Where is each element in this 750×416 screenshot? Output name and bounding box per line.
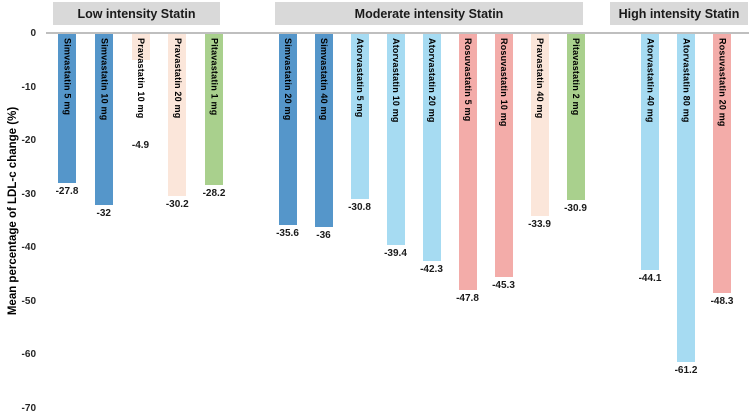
bar-category-label-pitavastatin-2-mg: Pitavastatin 2 mg — [571, 38, 581, 116]
bar-category-label-simvastatin-10-mg: Simvastatin 10 mg — [99, 38, 110, 121]
group-header-low-intensity: Low intensity Statin — [53, 2, 220, 25]
x-axis-baseline — [46, 32, 749, 34]
bar-value-label-simvastatin-20-mg: -35.6 — [276, 227, 299, 239]
bar-simvastatin-5-mg — [58, 34, 76, 183]
bar-rosuvastatin-10-mg — [494, 34, 513, 277]
bar-pitavastatin-2-mg — [566, 34, 585, 200]
bar-value-label-pravastatin-20-mg: -30.2 — [165, 198, 189, 210]
y-tick--30: -30 — [21, 188, 36, 200]
bar-value-label-pitavastatin-2-mg: -30.9 — [564, 202, 587, 214]
bar-category-label-atorvastatin-20-mg: Atorvastatin 20 mg — [427, 38, 437, 123]
bar-category-label-rosuvastatin-20-mg: Rosuvastatin 20 mg — [717, 38, 728, 127]
y-tick--10: -10 — [21, 81, 36, 93]
y-tick--40: -40 — [21, 242, 36, 254]
bar-value-label-atorvastatin-5-mg: -30.8 — [348, 201, 371, 213]
bar-value-label-pitavastatin-1-mg: -28.2 — [202, 188, 226, 200]
bar-simvastatin-10-mg — [94, 34, 113, 206]
bar-value-label-atorvastatin-80-mg: -61.2 — [674, 364, 698, 376]
bar-category-label-pravastatin-10-mg: Pravastatin 10 mg — [136, 38, 146, 119]
bar-value-label-atorvastatin-10-mg: -39.4 — [384, 248, 407, 260]
bar-category-label-atorvastatin-40-mg: Atorvastatin 40 mg — [645, 38, 656, 123]
bar-category-label-rosuvastatin-10-mg: Rosuvastatin 10 mg — [499, 38, 509, 127]
bar-value-label-pravastatin-10-mg: -4.9 — [131, 139, 150, 151]
bar-value-label-simvastatin-5-mg: -27.8 — [55, 185, 79, 197]
bar-category-label-pitavastatin-1-mg: Pitavastatin 1 mg — [209, 38, 220, 116]
bar-atorvastatin-40-mg — [641, 34, 659, 271]
bar-category-label-rosuvastatin-5-mg: Rosuvastatin 5 mg — [463, 38, 473, 122]
bar-rosuvastatin-5-mg — [458, 34, 477, 291]
bar-rosuvastatin-20-mg — [713, 34, 731, 293]
y-tick--60: -60 — [21, 349, 36, 361]
y-tick--50: -50 — [21, 295, 36, 307]
bar-pitavastatin-1-mg — [205, 34, 223, 186]
bar-atorvastatin-5-mg — [350, 34, 369, 199]
bar-pravastatin-20-mg — [168, 34, 187, 196]
y-tick--70: -70 — [21, 402, 36, 414]
bar-value-label-atorvastatin-40-mg: -44.1 — [638, 273, 662, 285]
bar-category-label-simvastatin-5-mg: Simvastatin 5 mg — [62, 38, 73, 116]
bar-atorvastatin-10-mg — [386, 34, 405, 246]
bar-value-label-simvastatin-40-mg: -36 — [316, 229, 331, 241]
bar-atorvastatin-20-mg — [422, 34, 441, 261]
bar-category-label-atorvastatin-5-mg: Atorvastatin 5 mg — [355, 38, 365, 118]
bar-value-label-rosuvastatin-10-mg: -45.3 — [492, 279, 515, 291]
bar-category-label-simvastatin-20-mg: Simvastatin 20 mg — [283, 38, 293, 121]
bar-atorvastatin-80-mg — [677, 34, 695, 362]
bar-value-label-rosuvastatin-5-mg: -47.8 — [456, 293, 479, 305]
bar-pravastatin-40-mg — [530, 34, 549, 216]
group-header-moderate-intensity: Moderate intensity Statin — [275, 2, 583, 25]
bar-value-label-simvastatin-10-mg: -32 — [96, 208, 111, 220]
bar-simvastatin-20-mg — [278, 34, 297, 225]
bar-category-label-atorvastatin-10-mg: Atorvastatin 10 mg — [391, 38, 401, 123]
bar-category-label-pravastatin-40-mg: Pravastatin 40 mg — [535, 38, 545, 119]
bar-simvastatin-40-mg — [314, 34, 333, 227]
group-header-high-intensity: High intensity Statin — [610, 2, 748, 25]
bar-category-label-pravastatin-20-mg: Pravastatin 20 mg — [172, 38, 183, 119]
bar-pravastatin-10-mg — [131, 34, 150, 61]
bar-category-label-simvastatin-40-mg: Simvastatin 40 mg — [319, 38, 329, 121]
bar-value-label-atorvastatin-20-mg: -42.3 — [420, 263, 443, 275]
y-tick-0: 0 — [30, 28, 36, 39]
bar-value-label-pravastatin-40-mg: -33.9 — [528, 218, 551, 230]
y-tick--20: -20 — [21, 135, 36, 147]
bar-value-label-rosuvastatin-20-mg: -48.3 — [710, 295, 734, 307]
bar-category-label-atorvastatin-80-mg: Atorvastatin 80 mg — [681, 38, 692, 123]
